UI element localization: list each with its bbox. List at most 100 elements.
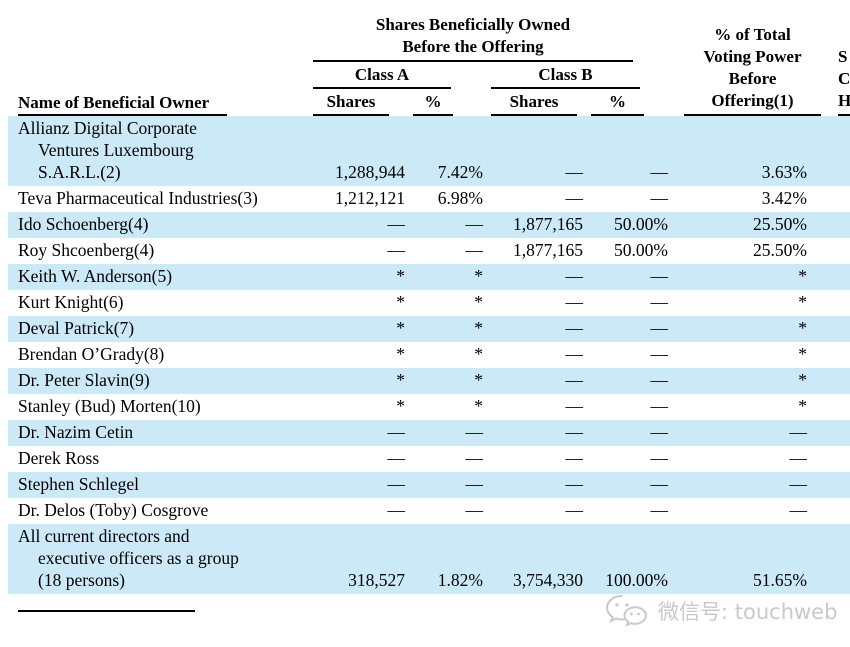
class-a-shares-value: 318,527 [348, 570, 405, 590]
class-a-percent-value: — [465, 240, 484, 260]
voting-power-title: % of Total Voting Power Before Offering(… [684, 24, 821, 116]
voting-power-value: — [789, 448, 808, 468]
class-b-shares-value: — [565, 500, 584, 520]
class-b-percent-value: — [650, 474, 669, 494]
table-row: Teva Pharmaceutical Industries(3) 1,212,… [8, 186, 850, 212]
voting-power-column-header: % of Total Voting Power Before Offering(… [676, 14, 821, 116]
voting-power-value: 3.63% [761, 162, 807, 182]
class-a-shares-value: * [396, 266, 405, 286]
class-b-header: Class B [491, 62, 676, 89]
class-a-shares-value: — [387, 448, 406, 468]
truncated-column-cell [821, 524, 850, 594]
class-b-shares-value: — [565, 162, 584, 182]
owner-name: Deval Patrick(7) [18, 318, 135, 338]
truncated-column-cell [821, 472, 850, 498]
beneficial-ownership-table: Name of Beneficial Owner Shares Benefici… [8, 14, 850, 594]
class-a-percent-value: * [474, 266, 483, 286]
truncated-column-cell [821, 290, 850, 316]
truncated-column-cell [821, 342, 850, 368]
class-b-percent-value: 100.00% [605, 570, 668, 590]
class-a-percent-value: * [474, 396, 483, 416]
truncated-column-cell [821, 446, 850, 472]
voting-power-value: * [798, 396, 807, 416]
table-row: Roy Shcoenberg(4) — — 1,877,165 50.00% 2… [8, 238, 850, 264]
truncated-column-cell [821, 238, 850, 264]
table-row: Brendan O’Grady(8) * * — — * [8, 342, 850, 368]
class-b-shares-value: — [565, 396, 584, 416]
owner-name: Dr. Peter Slavin(9) [18, 370, 150, 390]
class-a-percent-value: — [465, 500, 484, 520]
owner-name: Dr. Nazim Cetin [18, 422, 134, 442]
class-b-percent-value: — [650, 266, 669, 286]
class-a-shares-value: 1,288,944 [335, 162, 405, 182]
owner-name: Ido Schoenberg(4) [18, 214, 149, 234]
table-row: Dr. Nazim Cetin — — — — — [8, 420, 850, 446]
class-b-percent-header: % [591, 89, 676, 116]
class-a-percent-value: — [465, 448, 484, 468]
class-b-percent-label: % [591, 89, 644, 116]
owner-name: Keith W. Anderson(5) [18, 266, 173, 286]
class-a-percent-value: — [465, 214, 484, 234]
class-a-percent-value: * [474, 292, 483, 312]
owner-name: Stephen Schlegel [18, 474, 140, 494]
class-b-percent-value: — [650, 188, 669, 208]
class-b-shares-value: — [565, 292, 584, 312]
class-a-shares-value: — [387, 214, 406, 234]
class-a-shares-value: * [396, 292, 405, 312]
header-row-group: Name of Beneficial Owner Shares Benefici… [8, 14, 850, 116]
table-row: Dr. Peter Slavin(9) * * — — * [8, 368, 850, 394]
class-a-shares-value: * [396, 318, 405, 338]
owner-name: Teva Pharmaceutical Industries(3) [18, 188, 258, 208]
class-b-shares-value: 3,754,330 [513, 570, 583, 590]
owner-name: Stanley (Bud) Morten(10) [18, 396, 201, 416]
class-a-shares-value: — [387, 240, 406, 260]
table-row: Ido Schoenberg(4) — — 1,877,165 50.00% 2… [8, 212, 850, 238]
class-b-shares-header: Shares [491, 89, 591, 116]
owner-name: All current directors and executive offi… [18, 526, 239, 590]
voting-power-value: * [798, 318, 807, 338]
class-a-percent-value: 6.98% [437, 188, 483, 208]
truncated-column-cell [821, 186, 850, 212]
class-b-label: Class B [491, 62, 640, 89]
class-a-shares-value: * [396, 370, 405, 390]
truncated-column-cell [821, 498, 850, 524]
owner-name: Kurt Knight(6) [18, 292, 124, 312]
class-a-percent-value: — [465, 474, 484, 494]
class-a-percent-label: % [413, 89, 453, 116]
voting-power-value: — [789, 474, 808, 494]
name-column-header: Name of Beneficial Owner [8, 14, 313, 116]
shares-owned-group-title: Shares Beneficially Owned Before the Off… [313, 14, 633, 62]
truncated-column-cell [821, 316, 850, 342]
voting-power-value: 25.50% [753, 240, 807, 260]
class-b-shares-value: — [565, 422, 584, 442]
table-row: All current directors and executive offi… [8, 524, 850, 594]
class-b-shares-value: 1,877,165 [513, 214, 583, 234]
header-row-subcolumns: Shares % Shares % [8, 89, 850, 116]
owner-name: Allianz Digital Corporate Ventures Luxem… [18, 118, 197, 182]
wechat-icon [605, 595, 647, 627]
class-a-shares-header: Shares [313, 89, 413, 116]
voting-power-value: 25.50% [753, 214, 807, 234]
class-b-shares-value: — [565, 318, 584, 338]
table-row: Keith W. Anderson(5) * * — — * [8, 264, 850, 290]
class-b-shares-value: — [565, 448, 584, 468]
name-column-header-label: Name of Beneficial Owner [18, 93, 227, 116]
class-b-percent-value: — [650, 448, 669, 468]
class-b-percent-value: — [650, 318, 669, 338]
class-b-percent-value: — [650, 396, 669, 416]
class-a-shares-value: * [396, 344, 405, 364]
owner-name: Brendan O’Grady(8) [18, 344, 165, 364]
class-a-percent-value: — [465, 422, 484, 442]
voting-power-value: * [798, 344, 807, 364]
class-b-shares-value: — [565, 188, 584, 208]
truncated-column-fragments: S C H [838, 46, 850, 116]
truncated-column-cell [821, 212, 850, 238]
shares-owned-group-header: Shares Beneficially Owned Before the Off… [313, 14, 676, 62]
truncated-column-cell [821, 420, 850, 446]
voting-power-value: 3.42% [761, 188, 807, 208]
class-a-shares-value: — [387, 500, 406, 520]
owner-name: Dr. Delos (Toby) Cosgrove [18, 500, 209, 520]
class-a-shares-label: Shares [313, 89, 389, 116]
class-a-header: Class A [313, 62, 491, 89]
class-a-percent-value: * [474, 318, 483, 338]
